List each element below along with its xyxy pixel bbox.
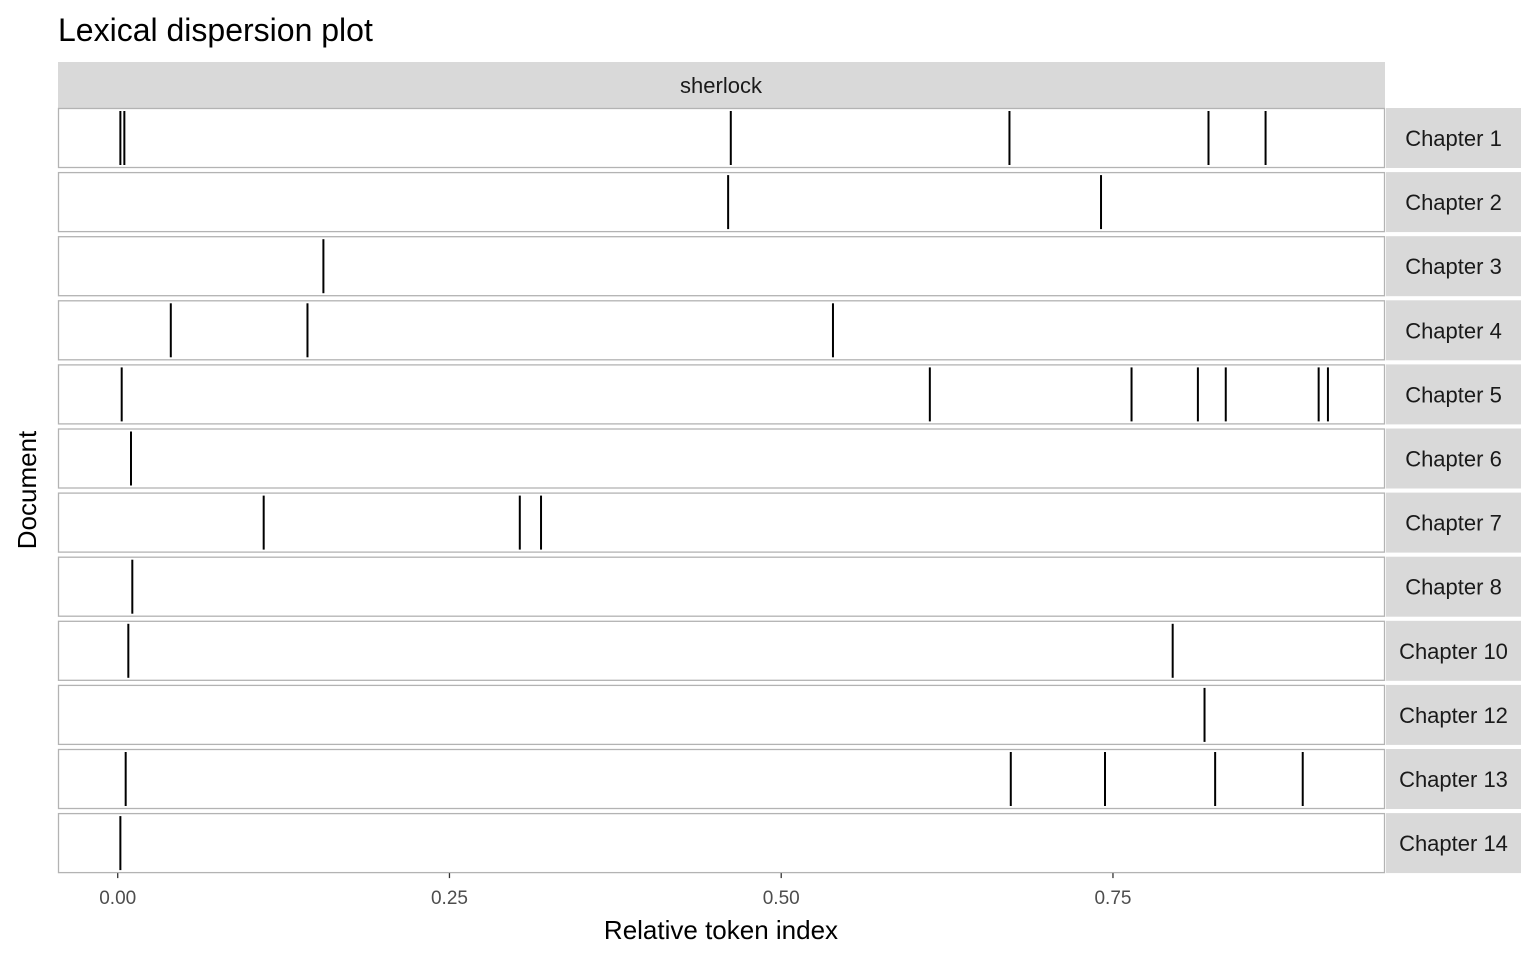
panel-border [57, 171, 1386, 233]
document-panel: Chapter 7 [57, 492, 1521, 553]
document-label: Chapter 10 [1399, 639, 1508, 664]
document-label: Chapter 6 [1405, 447, 1502, 472]
panel-border [57, 812, 1386, 874]
document-strip [1386, 749, 1521, 809]
document-strip [1386, 556, 1521, 617]
document-label: Chapter 2 [1405, 190, 1502, 215]
document-label: Chapter 7 [1405, 511, 1502, 536]
document-panel: Chapter 13 [57, 748, 1521, 810]
document-strip [1386, 108, 1521, 168]
document-label: Chapter 12 [1399, 703, 1508, 728]
facet-strip [58, 62, 1385, 108]
chart-title: Lexical dispersion plot [58, 12, 373, 48]
document-panel: Chapter 12 [57, 684, 1521, 746]
document-panel: Chapter 2 [57, 171, 1521, 233]
panel-border [57, 364, 1386, 425]
x-axis: 0.00 0.25 0.50 0.75 [99, 873, 1131, 909]
panel-border [57, 556, 1386, 617]
x-tick-label: 0.25 [431, 888, 468, 909]
panel-border [57, 684, 1386, 746]
document-label: Chapter 13 [1399, 767, 1508, 792]
document-panel: Chapter 3 [57, 236, 1521, 297]
x-tick-label: 0.50 [763, 888, 800, 909]
panel-border [57, 428, 1386, 489]
x-tick-label: 0.75 [1094, 888, 1131, 909]
document-panel: Chapter 10 [57, 620, 1521, 681]
panel-border [57, 748, 1386, 810]
document-strip [1386, 364, 1521, 425]
document-panel: Chapter 14 [57, 812, 1521, 874]
document-strip [1386, 300, 1521, 361]
document-panel: Chapter 5 [57, 364, 1521, 425]
document-label: Chapter 14 [1399, 831, 1508, 856]
panels: Chapter 1 Chapter 2 Chapter 3 Chapter 4 Chap… [57, 107, 1521, 874]
panel-border [57, 620, 1386, 681]
document-panel: Chapter 8 [57, 556, 1521, 617]
document-label: Chapter 8 [1405, 575, 1502, 600]
document-strip [1386, 684, 1521, 745]
y-axis-title: Document [12, 430, 42, 549]
document-strip [1386, 813, 1521, 874]
panel-border [57, 236, 1386, 297]
document-strip [1386, 620, 1521, 681]
x-axis-title: Relative token index [604, 915, 838, 945]
document-label: Chapter 5 [1405, 382, 1502, 407]
panel-border [57, 300, 1386, 361]
panel-border [57, 492, 1386, 553]
document-panel: Chapter 6 [57, 428, 1521, 489]
facet-strip-label: sherlock [680, 73, 763, 98]
document-strip [1386, 492, 1521, 553]
document-strip [1386, 236, 1521, 297]
document-label: Chapter 3 [1405, 254, 1502, 279]
panel-border [57, 107, 1386, 169]
document-label: Chapter 1 [1405, 126, 1502, 151]
x-tick-label: 0.00 [99, 888, 136, 909]
document-panel: Chapter 1 [57, 107, 1521, 169]
document-label: Chapter 4 [1405, 318, 1502, 343]
document-strip [1386, 428, 1521, 489]
document-panel: Chapter 4 [57, 300, 1521, 361]
document-strip [1386, 172, 1521, 233]
